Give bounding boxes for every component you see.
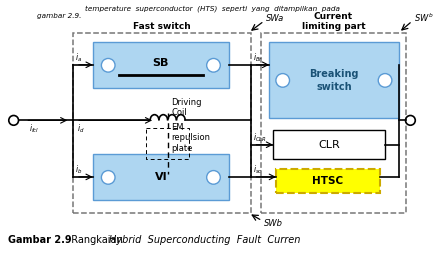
Text: EM
repulsion
plate: EM repulsion plate [171, 123, 210, 153]
Circle shape [275, 74, 289, 87]
Circle shape [206, 171, 220, 184]
Text: gambar 2.9.: gambar 2.9. [37, 13, 81, 19]
Bar [275, 169, 379, 193]
Text: Current
limiting part: Current limiting part [301, 12, 365, 31]
Text: $i_a$: $i_a$ [75, 52, 82, 64]
Text: $i_{CLR}$: $i_{CLR}$ [253, 132, 267, 144]
Text: Gambar 2.9: Gambar 2.9 [8, 235, 71, 245]
Circle shape [377, 74, 391, 87]
Text: VI: VI [154, 172, 167, 182]
Bar [92, 43, 229, 88]
Bar [272, 130, 384, 159]
Text: CLR: CLR [317, 140, 339, 150]
Text: Breaking
switch: Breaking switch [309, 69, 358, 92]
Circle shape [9, 115, 19, 125]
Circle shape [404, 115, 414, 125]
Text: HTSC: HTSC [312, 176, 343, 186]
Text: $i_b$: $i_b$ [75, 164, 82, 176]
Text: Fast switch: Fast switch [133, 22, 190, 31]
Text: $i_{Br}$: $i_{Br}$ [253, 52, 263, 64]
Text: SB: SB [152, 58, 169, 68]
Text: $SW^{b}$: $SW^{b}$ [413, 12, 433, 24]
Bar [73, 33, 250, 213]
Bar [92, 154, 229, 200]
Text: temperature  superconductor  (HTS)  seperti  yang  ditampilkan  pada: temperature superconductor (HTS) seperti… [85, 5, 339, 12]
Text: Hybrid  Superconducting  Fault  Curren: Hybrid Superconducting Fault Curren [109, 235, 300, 245]
Circle shape [101, 171, 115, 184]
Text: SWb: SWb [263, 219, 283, 228]
Text: $i_{sc}$: $i_{sc}$ [253, 164, 263, 176]
Text: Driving
Coil: Driving Coil [171, 98, 202, 117]
Text: SWa: SWa [266, 13, 284, 23]
Circle shape [101, 58, 115, 72]
Circle shape [206, 58, 220, 72]
Text: Rangkaian: Rangkaian [65, 235, 129, 245]
Text: $i_{fcl}$: $i_{fcl}$ [29, 123, 39, 135]
Bar [269, 43, 398, 118]
Bar [261, 33, 404, 213]
Text: $i_d$: $i_d$ [77, 123, 84, 135]
